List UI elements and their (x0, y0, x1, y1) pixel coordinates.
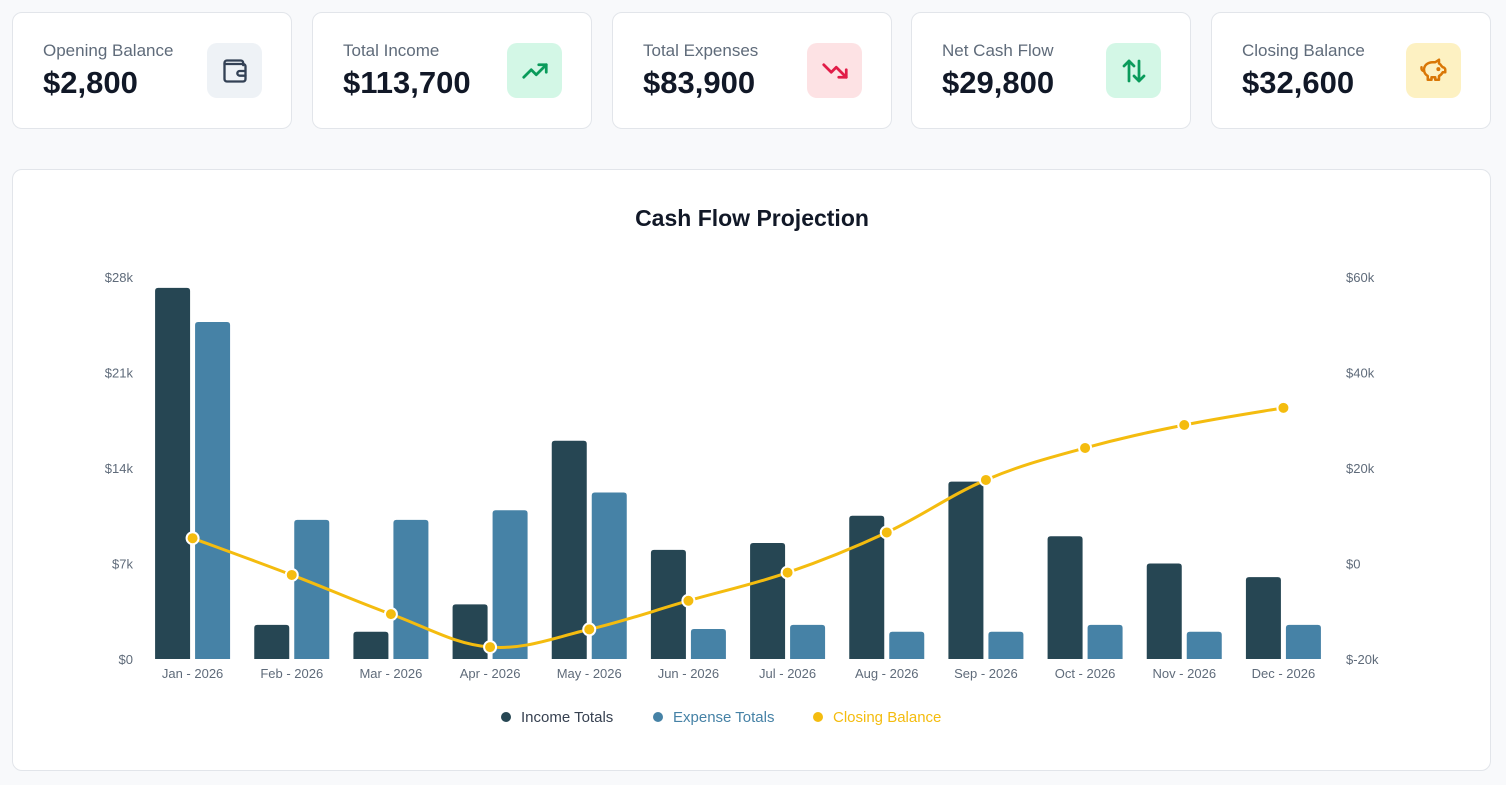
stat-value: $83,900 (643, 65, 756, 100)
income-bar (551, 440, 587, 659)
income-bar (155, 287, 191, 659)
closing-balance-point (780, 565, 795, 580)
closing-balance-point (879, 525, 894, 540)
expense-bar (591, 492, 627, 659)
income-bar (948, 481, 984, 659)
x-tick-label: Nov - 2026 (1152, 666, 1216, 681)
expense-bar (492, 510, 528, 659)
legend-marker (501, 712, 511, 722)
expense-bar (195, 322, 231, 659)
x-tick-label: Feb - 2026 (260, 666, 323, 681)
arrows-up-down-icon (1106, 43, 1161, 98)
closing-balance-point (284, 567, 299, 582)
expense-bar (889, 631, 925, 659)
stat-card-closing-balance: Closing Balance $32,600 (1211, 12, 1491, 129)
stat-card-total-income: Total Income $113,700 (312, 12, 592, 129)
stat-card-total-expenses: Total Expenses $83,900 (612, 12, 892, 129)
expense-bar (988, 631, 1024, 659)
closing-balance-point (978, 472, 993, 487)
income-bar (1047, 536, 1083, 659)
x-tick-label: May - 2026 (557, 666, 622, 681)
stat-value: $2,800 (43, 65, 138, 100)
legend-marker (813, 712, 823, 722)
expense-bar (1186, 631, 1222, 659)
closing-balance-point (1078, 440, 1093, 455)
stat-value: $29,800 (942, 65, 1055, 100)
y-right-tick-label: $0 (1346, 557, 1360, 572)
cash-flow-chart: Cash Flow Projection $0 $7k $14k $21k $28k $-2… (105, 205, 1379, 726)
expense-bar (690, 628, 726, 659)
x-tick-label: Sep - 2026 (954, 666, 1018, 681)
expense-bar (1087, 624, 1123, 659)
y-left-tick-label: $7k (112, 557, 133, 572)
closing-balance-point (582, 622, 597, 637)
expense-bar (294, 519, 330, 659)
income-bar (353, 631, 389, 659)
stat-label: Total Income (343, 41, 440, 60)
trending-up-icon (507, 43, 562, 98)
x-tick-label: Apr - 2026 (460, 666, 521, 681)
x-tick-label: Aug - 2026 (855, 666, 919, 681)
income-bar (254, 624, 290, 659)
stat-label: Net Cash Flow (942, 41, 1054, 60)
piggy-bank-icon (1406, 43, 1461, 98)
closing-balance-point (185, 531, 200, 546)
x-tick-label: Jun - 2026 (658, 666, 719, 681)
closing-balance-point (681, 593, 696, 608)
legend-marker (653, 712, 663, 722)
closing-balance-point (1276, 400, 1291, 415)
y-right-tick-label: $20k (1346, 461, 1375, 476)
stat-label: Opening Balance (43, 41, 174, 60)
trending-down-icon (807, 43, 862, 98)
legend-label: Income Totals (521, 709, 613, 726)
wallet-icon (207, 43, 262, 98)
income-bar (650, 549, 686, 659)
y-left-tick-label: $21k (105, 366, 134, 381)
chart-title: Cash Flow Projection (635, 205, 869, 231)
stat-value: $32,600 (1242, 65, 1355, 100)
income-bar (1146, 563, 1182, 659)
y-right-tick-label: $-20k (1346, 652, 1379, 667)
y-left-tick-label: $0 (119, 652, 133, 667)
y-left-tick-label: $28k (105, 270, 134, 285)
closing-balance-point (383, 607, 398, 622)
y-left-tick-label: $14k (105, 461, 134, 476)
x-tick-label: Dec - 2026 (1252, 666, 1316, 681)
income-bar (750, 543, 786, 659)
stat-card-opening-balance: Opening Balance $2,800 (12, 12, 292, 129)
stat-card-net-cash-flow: Net Cash Flow $29,800 (911, 12, 1191, 129)
stat-value: $113,700 (343, 65, 471, 100)
x-tick-label: Jan - 2026 (162, 666, 223, 681)
expense-bar (1285, 624, 1321, 659)
expense-bar (790, 624, 826, 659)
x-tick-label: Oct - 2026 (1055, 666, 1116, 681)
expense-bar (393, 519, 429, 659)
x-tick-label: Jul - 2026 (759, 666, 816, 681)
income-bar (1245, 577, 1281, 659)
legend-label: Closing Balance (833, 709, 941, 726)
y-right-tick-label: $40k (1346, 366, 1375, 381)
closing-balance-line (192, 406, 1284, 649)
closing-balance-point (483, 640, 498, 655)
stat-label: Closing Balance (1242, 41, 1365, 60)
legend-label: Expense Totals (673, 709, 774, 726)
stat-label: Total Expenses (643, 41, 759, 60)
x-tick-label: Mar - 2026 (359, 666, 422, 681)
income-bar (849, 515, 885, 659)
cash-flow-chart-card: Cash Flow Projection $0 $7k $14k $21k $28k $-2… (12, 169, 1491, 771)
income-bar (452, 604, 488, 659)
y-right-tick-label: $60k (1346, 270, 1375, 285)
closing-balance-point (1177, 418, 1192, 433)
